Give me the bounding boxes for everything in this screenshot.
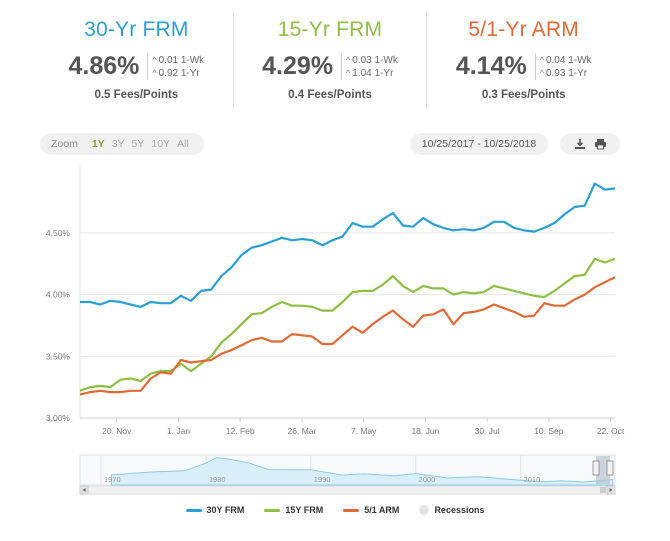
x-tick-label: 30. Jul (475, 426, 500, 436)
y-tick-label: 3.00% (46, 413, 71, 423)
y-tick-label: 4.00% (46, 290, 71, 300)
up-arrow-icon: ^ (346, 67, 351, 78)
zoom-label: Zoom (51, 138, 78, 150)
fees-points: 0.4 Fees/Points (288, 89, 372, 101)
rate-value: 4.86% (68, 52, 140, 80)
x-tick-label: 1. Jan (167, 426, 190, 436)
legend-label: 15Y FRM (285, 505, 324, 515)
x-tick-label: 20. Nov (102, 426, 132, 436)
x-tick-label: 26. Mar (288, 426, 317, 436)
legend-label: Recessions (434, 505, 485, 515)
print-icon[interactable] (594, 138, 607, 150)
zoom-3y-button[interactable]: 3Y (111, 138, 125, 150)
zoom-5y-button[interactable]: 5Y (131, 138, 145, 150)
legend-item-recessions[interactable]: Recessions (419, 505, 484, 515)
x-tick-label: 12. Feb (226, 426, 255, 436)
x-tick-label: 22. Oct (597, 426, 625, 436)
rate-title: 5/1-Yr ARM (468, 18, 579, 41)
legend-item-30y[interactable]: 30Y FRM (185, 505, 245, 515)
weekly-change: 0.03 1-Wk (352, 54, 398, 66)
legend-label: 30Y FRM (206, 505, 245, 515)
navigator-x-label: 1970 (104, 475, 121, 484)
rate-card-arm: 5/1-Yr ARM 4.14% ^ 0.04 1-Wk ^ 0.93 1-Yr 0… (426, 10, 620, 110)
x-tick-label: 7. May (351, 426, 377, 436)
zoom-all-button[interactable]: All (177, 138, 189, 150)
grid-lines (79, 165, 615, 419)
navigator[interactable]: 1970 1980 1990 2000 2010 (0, 452, 670, 498)
series-lines (79, 182, 616, 396)
legend-line-30y (185, 508, 202, 512)
legend-dot-recessions (419, 505, 430, 515)
navigator-history-area (111, 457, 614, 486)
yearly-change: 0.92 1-Yr (158, 67, 200, 79)
chevron-left-icon (82, 488, 86, 492)
series-line-0[interactable] (80, 182, 616, 308)
navigator-x-label: 1980 (209, 475, 226, 484)
series-line-2[interactable] (79, 276, 616, 396)
legend-line-arm (343, 508, 360, 512)
rate-line-chart: 3.00% 3.50% 4.00% 4.50% 20. Nov 1. Jan 12. Fe… (46, 165, 625, 436)
rate-summary: 30-Yr FRM 4.86% ^ 0.01 1-Wk ^ 0.92 1-Yr 0.… (40, 10, 620, 110)
navigator-x-label: 2000 (419, 475, 436, 484)
rate-value: 4.14% (455, 52, 527, 80)
y-axis: 3.00% 3.50% 4.00% 4.50% (46, 228, 71, 423)
yearly-change: 0.93 1-Yr (545, 67, 588, 79)
date-range-display[interactable]: 10/25/2017 - 10/25/2018 (410, 133, 548, 155)
zoom-selector: Zoom 1Y 3Y 5Y 10Y All (40, 133, 204, 155)
zoom-1y-button[interactable]: 1Y (91, 138, 105, 150)
rate-card-30yr: 30-Yr FRM 4.86% ^ 0.01 1-Wk ^ 0.92 1-Yr 0.… (40, 10, 233, 110)
yearly-change: 1.04 1-Yr (352, 67, 394, 79)
zoom-10y-button[interactable]: 10Y (151, 138, 171, 150)
fees-points: 0.5 Fees/Points (94, 89, 179, 101)
up-arrow-icon: ^ (346, 54, 351, 65)
chevron-right-icon (609, 488, 613, 492)
chart-toolbar: Zoom 1Y 3Y 5Y 10Y All 10/25/2017 - 10/25… (40, 133, 620, 155)
navigator-axis: 1970 1980 1990 2000 2010 (104, 475, 540, 484)
legend-item-arm[interactable]: 5/1 ARM (343, 505, 399, 515)
legend-label: 5/1 ARM (364, 505, 400, 515)
rate-changes: ^ 0.04 1-Wk ^ 0.93 1-Yr (534, 53, 592, 80)
scrollbar-thumb[interactable] (600, 487, 606, 493)
legend-item-15y[interactable]: 15Y FRM (264, 505, 323, 515)
series-line-1[interactable] (79, 257, 616, 392)
weekly-change: 0.04 1-Wk (545, 54, 592, 66)
up-arrow-icon: ^ (152, 67, 157, 78)
fees-points: 0.3 Fees/Points (481, 89, 566, 101)
weekly-change: 0.01 1-Wk (158, 54, 205, 66)
rate-changes: ^ 0.03 1-Wk ^ 1.04 1-Yr (341, 53, 398, 80)
up-arrow-icon: ^ (539, 67, 544, 78)
x-tick-label: 10. Sep (534, 426, 564, 436)
chart-legend: 30Y FRM 15Y FRM 5/1 ARM Recessions (0, 505, 670, 515)
rate-changes: ^ 0.01 1-Wk ^ 0.92 1-Yr (147, 53, 205, 80)
rate-title: 15-Yr FRM (277, 18, 383, 41)
rate-card-15yr: 15-Yr FRM 4.29% ^ 0.03 1-Wk ^ 1.04 1-Yr 0.… (232, 10, 427, 110)
rate-value: 4.29% (262, 52, 334, 80)
x-tick-label: 18. Jun (411, 426, 439, 436)
navigator-scrollbar[interactable] (79, 485, 616, 495)
navigator-x-label: 2010 (524, 475, 541, 484)
export-tools (560, 133, 620, 155)
navigator-x-label: 1990 (314, 475, 331, 484)
up-arrow-icon: ^ (539, 54, 544, 65)
rate-title: 30-Yr FRM (84, 18, 189, 41)
legend-line-15y (264, 508, 281, 512)
x-axis: 20. Nov 1. Jan 12. Feb 26. Mar 7. May 18. Jun… (80, 417, 625, 436)
up-arrow-icon: ^ (152, 54, 157, 65)
navigator-handle-left[interactable] (592, 460, 600, 476)
navigator-handle-right[interactable] (606, 460, 614, 476)
download-icon[interactable] (574, 138, 586, 150)
y-tick-label: 4.50% (46, 228, 71, 238)
y-tick-label: 3.50% (46, 351, 71, 361)
